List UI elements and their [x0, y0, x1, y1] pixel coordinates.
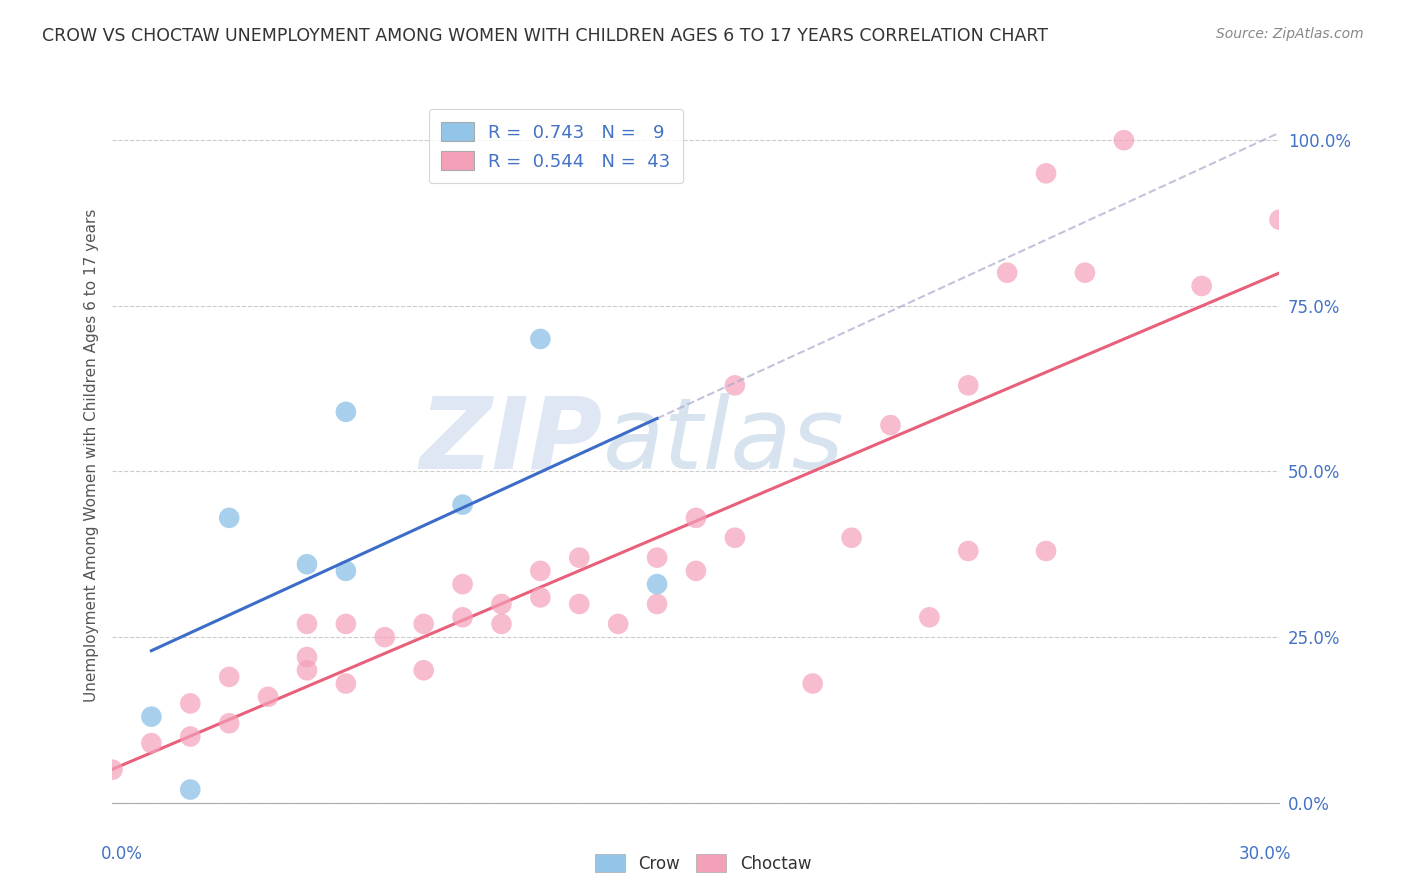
Point — [879, 418, 901, 433]
Point — [645, 577, 668, 591]
Point — [335, 405, 357, 419]
Text: atlas: atlas — [603, 392, 844, 490]
Point — [179, 782, 201, 797]
Legend: Crow, Choctaw: Crow, Choctaw — [588, 847, 818, 880]
Point — [179, 730, 201, 744]
Point — [568, 597, 591, 611]
Point — [1035, 166, 1057, 180]
Point — [724, 531, 747, 545]
Point — [529, 564, 551, 578]
Point — [529, 591, 551, 605]
Point — [685, 511, 707, 525]
Point — [101, 763, 124, 777]
Text: ZIP: ZIP — [419, 392, 603, 490]
Point — [179, 697, 201, 711]
Point — [412, 616, 434, 631]
Legend: R =  0.743   N =   9, R =  0.544   N =  43: R = 0.743 N = 9, R = 0.544 N = 43 — [429, 109, 683, 183]
Point — [412, 663, 434, 677]
Point — [491, 597, 513, 611]
Point — [374, 630, 396, 644]
Point — [218, 716, 240, 731]
Point — [257, 690, 280, 704]
Point — [451, 577, 474, 591]
Point — [568, 550, 591, 565]
Point — [1074, 266, 1097, 280]
Point — [1112, 133, 1135, 147]
Point — [918, 610, 941, 624]
Point — [685, 564, 707, 578]
Point — [141, 709, 163, 723]
Point — [1268, 212, 1291, 227]
Text: Source: ZipAtlas.com: Source: ZipAtlas.com — [1216, 27, 1364, 41]
Point — [335, 564, 357, 578]
Point — [451, 498, 474, 512]
Point — [607, 616, 630, 631]
Point — [491, 616, 513, 631]
Point — [529, 332, 551, 346]
Point — [957, 544, 980, 558]
Point — [295, 663, 318, 677]
Point — [295, 616, 318, 631]
Point — [141, 736, 163, 750]
Point — [957, 378, 980, 392]
Point — [724, 378, 747, 392]
Y-axis label: Unemployment Among Women with Children Ages 6 to 17 years: Unemployment Among Women with Children A… — [83, 208, 98, 702]
Text: CROW VS CHOCTAW UNEMPLOYMENT AMONG WOMEN WITH CHILDREN AGES 6 TO 17 YEARS CORREL: CROW VS CHOCTAW UNEMPLOYMENT AMONG WOMEN… — [42, 27, 1049, 45]
Point — [645, 550, 668, 565]
Point — [295, 558, 318, 572]
Point — [335, 676, 357, 690]
Point — [645, 597, 668, 611]
Point — [218, 670, 240, 684]
Point — [1191, 279, 1213, 293]
Point — [295, 650, 318, 665]
Point — [995, 266, 1018, 280]
Point — [841, 531, 863, 545]
Point — [218, 511, 240, 525]
Point — [1035, 544, 1057, 558]
Point — [801, 676, 824, 690]
Text: 30.0%: 30.0% — [1239, 845, 1291, 863]
Point — [335, 616, 357, 631]
Point — [451, 610, 474, 624]
Text: 0.0%: 0.0% — [101, 845, 142, 863]
